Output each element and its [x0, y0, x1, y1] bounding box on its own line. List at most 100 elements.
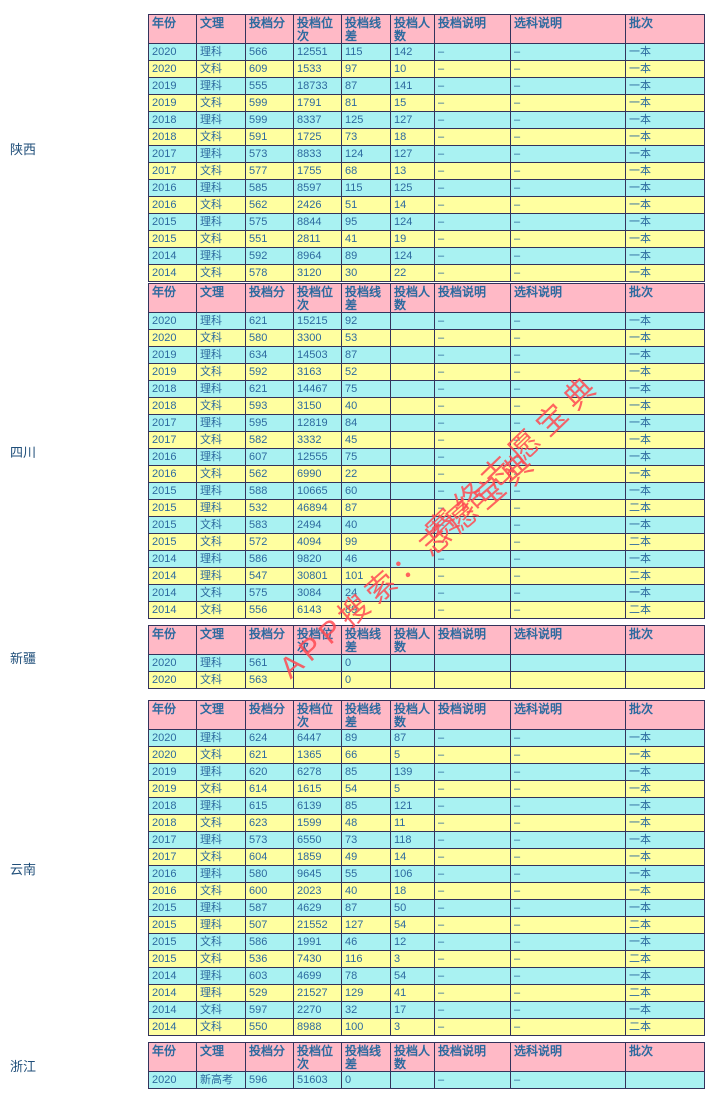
table-cell: –	[434, 43, 511, 61]
table-cell: –	[434, 145, 511, 163]
table-cell: 13	[390, 162, 435, 180]
table-cell: 8337	[293, 111, 342, 129]
table-cell: 文科	[196, 264, 246, 282]
score-table: 年份 文理 投档分 投档位次 投档线差 投档人数 投档说明 选科说明 批次 2020 理科 621 15…	[148, 283, 705, 619]
table-row: 2017 文科 604 1859 49 14– – 一本	[148, 848, 705, 866]
table-cell: 125	[390, 179, 435, 197]
table-cell: 592	[245, 247, 294, 265]
table-cell: 51603	[293, 1071, 342, 1089]
column-header: 批次	[625, 1042, 705, 1072]
table-cell: 2018	[148, 380, 197, 398]
score-table: 年份 文理 投档分 投档位次 投档线差 投档人数 投档说明 选科说明 批次 2020 理科 624 64…	[148, 700, 705, 1036]
table-cell: 142	[390, 43, 435, 61]
table-cell: 一本	[625, 831, 705, 849]
table-cell: –	[510, 363, 626, 381]
header-row: 年份 文理 投档分 投档位次 投档线差 投档人数 投档说明 选科说明 批次	[148, 283, 705, 313]
province-label: 新疆	[10, 650, 37, 666]
province-section: 四川 年份 文理 投档分 投档位次 投档线差 投档人数 投档说明 选科说明 批次 2020 理科 621…	[0, 283, 706, 619]
table-cell: –	[510, 550, 626, 568]
table-cell: 54	[390, 967, 435, 985]
table-cell: 8988	[293, 1018, 342, 1036]
table-cell	[510, 654, 626, 672]
table-cell: –	[510, 128, 626, 146]
table-cell: 一本	[625, 814, 705, 832]
table-cell: 2020	[148, 729, 197, 747]
table-cell: 621	[245, 746, 294, 764]
table-cell: 2023	[293, 882, 342, 900]
table-cell: 45	[341, 431, 391, 449]
table-row: 2014 文科 556 6143 89– – 二本	[148, 601, 705, 619]
table-cell: 592	[245, 363, 294, 381]
table-cell: 一本	[625, 865, 705, 883]
table-cell: 100	[341, 1018, 391, 1036]
table-cell: 一本	[625, 230, 705, 248]
table-cell: 118	[390, 831, 435, 849]
column-header: 投档位次	[293, 283, 342, 313]
table-cell: 125	[341, 111, 391, 129]
table-cell: 文科	[196, 128, 246, 146]
table-cell: 577	[245, 162, 294, 180]
header-row: 年份 文理 投档分 投档位次 投档线差 投档人数 投档说明 选科说明 批次	[148, 1042, 705, 1072]
table-row: 2018 理科 599 8337 125 127– – 一本	[148, 111, 705, 129]
table-cell: 2014	[148, 247, 197, 265]
table-cell	[390, 312, 435, 330]
table-row: 2014 文科 575 3084 24– – 一本	[148, 584, 705, 602]
table-row: 2015 理科 588 10665 60– – 一本	[148, 482, 705, 500]
table-cell: 40	[341, 397, 391, 415]
table-cell: 理科	[196, 499, 246, 517]
table-cell: 623	[245, 814, 294, 832]
table-cell	[390, 516, 435, 534]
table-cell: 572	[245, 533, 294, 551]
table-cell: –	[510, 380, 626, 398]
table-cell: 2018	[148, 797, 197, 815]
table-cell: 607	[245, 448, 294, 466]
table-cell	[390, 601, 435, 619]
table-cell: 2017	[148, 831, 197, 849]
table-cell	[293, 671, 342, 689]
table-cell: –	[434, 729, 511, 747]
table-cell: –	[434, 264, 511, 282]
table-cell: 591	[245, 128, 294, 146]
table-row: 2015 理科 532 46894 87– – 二本	[148, 499, 705, 517]
table-cell: 一本	[625, 346, 705, 364]
table-cell: 609	[245, 60, 294, 78]
table-cell: –	[510, 329, 626, 347]
table-row: 2014 理科 529 21527 129 41– – 二本	[148, 984, 705, 1002]
table-cell: 2015	[148, 899, 197, 917]
column-header: 投档分	[245, 1042, 294, 1072]
table-cell: 0	[341, 1071, 391, 1089]
table-cell: –	[510, 780, 626, 798]
table-cell: 1615	[293, 780, 342, 798]
table-cell: 文科	[196, 950, 246, 968]
table-row: 2017 理科 573 8833 124 127– – 一本	[148, 145, 705, 163]
table-cell: 3	[390, 950, 435, 968]
column-header: 投档分	[245, 14, 294, 44]
table-cell: –	[510, 899, 626, 917]
table-cell: –	[510, 967, 626, 985]
table-cell: 0	[341, 671, 391, 689]
table-cell: 理科	[196, 797, 246, 815]
column-header: 文理	[196, 1042, 246, 1072]
table-cell: 40	[341, 882, 391, 900]
table-cell: 1859	[293, 848, 342, 866]
table-cell: 2019	[148, 363, 197, 381]
table-row: 2020 理科 621 15215 92– – 一本	[148, 312, 705, 330]
table-cell: 一本	[625, 482, 705, 500]
table-cell: 555	[245, 77, 294, 95]
table-cell: 4699	[293, 967, 342, 985]
table-cell: 139	[390, 763, 435, 781]
table-cell: –	[434, 831, 511, 849]
table-cell: –	[510, 482, 626, 500]
table-cell: 580	[245, 865, 294, 883]
province-label: 云南	[10, 861, 37, 877]
table-cell: –	[510, 533, 626, 551]
table-cell: 66	[341, 746, 391, 764]
table-cell: 578	[245, 264, 294, 282]
table-cell: 40	[341, 516, 391, 534]
table-cell: –	[434, 363, 511, 381]
table-cell: 507	[245, 916, 294, 934]
table-cell: 575	[245, 584, 294, 602]
column-header: 年份	[148, 1042, 197, 1072]
table-cell: 5	[390, 780, 435, 798]
table-cell: –	[510, 145, 626, 163]
